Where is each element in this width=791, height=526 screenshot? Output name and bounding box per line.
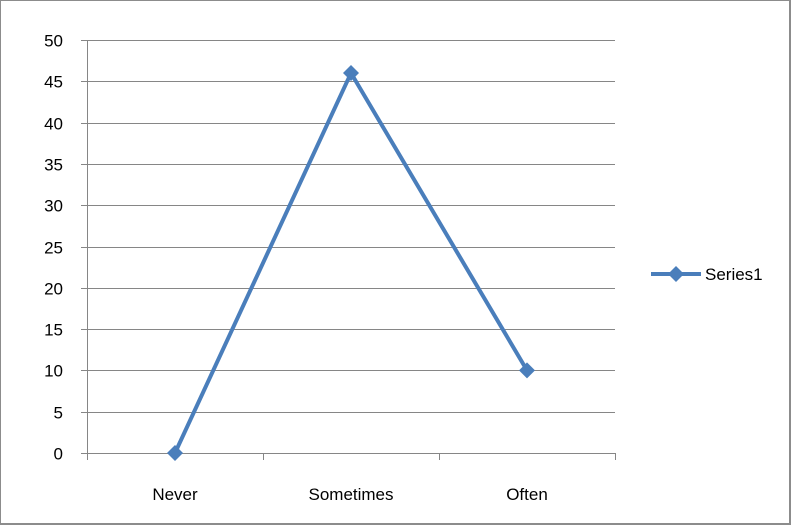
y-tick-label-35: 35 — [44, 156, 63, 175]
y-tick-label-40: 40 — [44, 115, 63, 134]
y-tick-label-30: 30 — [44, 197, 63, 216]
legend-label: Series1 — [705, 265, 763, 284]
data-point-sometimes — [343, 65, 359, 82]
y-tick-label-10: 10 — [44, 362, 63, 381]
y-tick-label-45: 45 — [44, 73, 63, 92]
y-tick-label-5: 5 — [54, 404, 63, 423]
x-tick-label-often: Often — [506, 485, 548, 504]
gridlines — [87, 40, 615, 413]
y-tick-label-50: 50 — [44, 32, 63, 51]
y-axis-tick-labels: 0 5 10 15 20 25 30 35 40 45 50 — [44, 32, 63, 464]
data-point-never — [167, 445, 183, 461]
y-tick-label-0: 0 — [54, 445, 63, 464]
y-tick-label-20: 20 — [44, 280, 63, 299]
x-tick-label-sometimes: Sometimes — [308, 485, 393, 504]
x-axis-tick-labels: Never Sometimes Often — [152, 485, 547, 504]
legend: Series1 — [651, 265, 763, 284]
data-point-often — [519, 362, 535, 379]
y-tick-label-25: 25 — [44, 239, 63, 258]
x-tick-label-never: Never — [152, 485, 198, 504]
series-line-0 — [173, 71, 529, 455]
y-tick-label-15: 15 — [44, 321, 63, 340]
legend-diamond-marker — [668, 266, 684, 282]
axes — [81, 40, 616, 460]
series-lines — [167, 65, 535, 461]
